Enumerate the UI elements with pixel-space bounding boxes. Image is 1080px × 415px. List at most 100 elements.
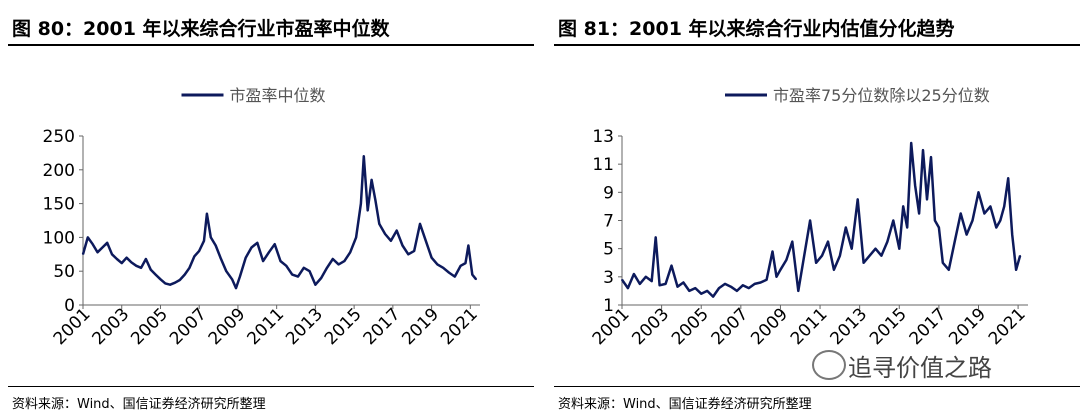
- data-point: [989, 205, 992, 208]
- x-tick-label: 2019: [945, 304, 990, 349]
- y-tick-label: 50: [53, 262, 75, 282]
- data-point: [1007, 177, 1009, 180]
- data-point: [125, 256, 128, 259]
- data-point: [130, 261, 133, 264]
- data-point: [645, 276, 647, 278]
- data-point: [654, 236, 657, 239]
- data-point: [273, 243, 276, 245]
- data-point: [390, 240, 392, 242]
- valuation-dispersion-chart: 市盈率75分位数除以25分位数1357911132001200320052007…: [589, 86, 1030, 349]
- data-point: [926, 198, 928, 201]
- data-point: [833, 269, 835, 271]
- data-point: [96, 251, 99, 254]
- data-point: [839, 254, 841, 257]
- wechat-icon: [812, 350, 846, 380]
- x-tick-label: 2019: [398, 304, 443, 349]
- x-tick-label: 2013: [826, 304, 871, 349]
- data-point: [360, 202, 362, 205]
- y-tick-label: 9: [603, 183, 614, 203]
- x-tick-label: 2017: [906, 304, 951, 349]
- data-point: [983, 212, 986, 215]
- data-point: [111, 253, 113, 256]
- legend-label: 市盈率75分位数除以25分位数: [773, 86, 990, 105]
- data-point: [827, 240, 829, 243]
- data-point: [395, 229, 398, 232]
- data-point: [219, 256, 222, 259]
- data-point: [670, 264, 673, 267]
- data-point: [303, 267, 305, 269]
- y-tick-label: 200: [43, 161, 75, 181]
- series-line: [620, 141, 1022, 298]
- data-point: [159, 278, 162, 281]
- data-point: [1015, 269, 1017, 271]
- data-point: [742, 284, 744, 287]
- y-tick-label: 13: [592, 127, 614, 147]
- y-tick-label: 3: [603, 268, 614, 288]
- data-point: [279, 260, 282, 262]
- data-point: [91, 243, 94, 245]
- data-point: [459, 265, 462, 267]
- data-point: [314, 283, 317, 286]
- x-tick-label: 2007: [166, 304, 211, 349]
- data-point: [700, 292, 702, 295]
- figure-title-bar: 图 80：2001 年以来综合行业市盈率中位数: [8, 8, 534, 46]
- watermark-text: 追寻价值之路: [848, 354, 992, 382]
- data-point: [682, 281, 685, 284]
- y-tick-label: 150: [43, 195, 75, 215]
- series-line: [81, 155, 478, 290]
- x-tick-label: 2005: [668, 304, 713, 349]
- data-point: [874, 247, 877, 250]
- data-point: [627, 287, 629, 289]
- data-point: [140, 267, 142, 269]
- data-point: [179, 279, 181, 281]
- x-tick-label: 2015: [866, 304, 911, 349]
- data-point: [918, 212, 920, 215]
- source-note: 资料来源：Wind、国信证券经济研究所整理: [558, 397, 812, 412]
- data-point: [942, 262, 944, 264]
- data-point: [174, 281, 176, 284]
- data-point: [922, 149, 924, 151]
- data-point: [948, 269, 950, 271]
- data-point: [959, 212, 962, 215]
- data-point: [366, 209, 369, 212]
- figure-title-bar: 图 81：2001 年以来综合行业内估值分化趋势: [554, 8, 1080, 46]
- data-point: [214, 244, 217, 247]
- x-tick-label: 2021: [985, 304, 1030, 349]
- data-point: [736, 290, 738, 292]
- data-point: [862, 262, 865, 264]
- data-point: [906, 226, 908, 229]
- y-tick-label: 1: [603, 296, 614, 316]
- data-point: [868, 254, 871, 257]
- data-point: [650, 280, 653, 282]
- y-tick-label: 11: [592, 155, 614, 175]
- data-point: [401, 244, 404, 247]
- data-point: [326, 267, 328, 269]
- data-point: [355, 236, 357, 239]
- data-point: [706, 290, 708, 292]
- x-tick-label: 2021: [437, 304, 482, 349]
- data-point: [999, 219, 1002, 222]
- x-tick-label: 2007: [708, 304, 753, 349]
- data-point: [621, 278, 623, 281]
- x-tick-label: 2015: [321, 304, 366, 349]
- x-tick-label: 2017: [360, 304, 405, 349]
- data-point: [349, 251, 352, 254]
- data-point: [765, 278, 768, 281]
- data-point: [430, 256, 433, 259]
- data-point: [436, 263, 439, 266]
- data-point: [169, 283, 171, 286]
- data-point: [688, 290, 691, 292]
- data-point: [791, 240, 794, 243]
- data-point: [106, 242, 108, 244]
- x-tick-label: 2011: [243, 304, 288, 349]
- data-point: [250, 246, 253, 249]
- source-bar: 资料来源：Wind、国信证券经济研究所整理: [554, 386, 1080, 412]
- data-point: [384, 233, 386, 235]
- data-point: [471, 273, 474, 276]
- data-point: [779, 269, 782, 271]
- data-point: [413, 250, 416, 252]
- data-point: [154, 273, 157, 276]
- data-point: [256, 242, 259, 244]
- data-point: [730, 285, 732, 288]
- data-point: [87, 236, 89, 239]
